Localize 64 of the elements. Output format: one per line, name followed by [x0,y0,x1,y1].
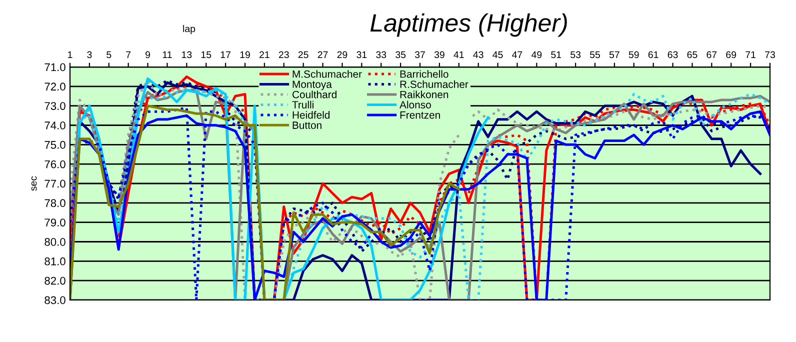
y-tick-label: 82.0 [44,276,66,285]
x-tick-label: 65 [687,51,698,58]
x-axis-title: lap [183,25,196,34]
legend-label: Trulli [292,100,314,108]
x-tick-label: 5 [106,51,112,58]
y-tick-label: 81.0 [44,257,66,266]
x-tick-label: 29 [337,51,348,58]
x-tick-label: 15 [201,51,212,58]
x-tick-label: 69 [726,51,736,58]
x-tick-label: 51 [551,51,562,58]
legend-label: Raikkonen [400,90,448,98]
y-tick-label: 80.0 [44,238,66,246]
x-tick-label: 67 [706,51,717,58]
x-tick-label: 63 [668,51,678,58]
x-tick-label: 31 [356,51,367,58]
y-axis-title: sec [31,176,37,191]
x-tick-label: 19 [240,51,250,58]
x-tick-label: 11 [162,51,172,58]
y-tick-label: 79.0 [44,218,66,226]
x-tick-label: 49 [531,51,542,58]
x-tick-label: 25 [298,51,308,58]
x-tick-label: 43 [473,51,484,58]
x-tick-label: 23 [278,51,289,58]
legend-label: M.Schumacher [292,70,362,78]
legend-label: Frentzen [400,111,440,119]
legend-label: Button [292,122,322,129]
x-tick-label: 37 [414,51,425,58]
x-tick-label: 45 [492,51,503,58]
x-tick-label: 57 [609,51,620,58]
x-tick-label: 35 [396,51,406,58]
y-tick-label: 71.0 [44,63,66,72]
x-tick-label: 61 [648,51,658,58]
x-tick-label: 55 [590,51,600,58]
x-tick-label: 33 [376,51,386,58]
y-tick-label: 73.0 [44,102,66,110]
y-tick-label: 78.0 [44,199,66,208]
x-tick-label: 73 [765,51,775,58]
chart-title: Laptimes (Higher) [370,13,567,37]
y-tick-label: 75.0 [44,140,66,149]
x-tick-label: 7 [126,51,131,58]
x-tick-label: 9 [146,51,150,58]
x-tick-label: 21 [260,51,270,58]
legend-label: Montoya [292,80,332,90]
x-tick-label: 53 [570,51,581,58]
x-tick-label: 39 [434,51,444,58]
legend-label: Barrichello [400,70,448,78]
x-tick-label: 59 [628,51,639,58]
x-tick-label: 13 [182,51,192,58]
legend-label: Alonso [400,100,431,108]
y-tick-label: 76.0 [44,160,66,168]
x-tick-label: 71 [746,51,756,58]
legend-label: R.Schumacher [400,80,468,88]
x-tick-label: 47 [512,51,522,58]
x-tick-label: 27 [318,51,328,58]
y-tick-label: 74.0 [44,122,66,130]
x-tick-label: 17 [220,51,230,58]
legend-label: Coulthard [292,90,336,98]
y-tick-label: 72.0 [44,82,66,91]
x-tick-label: 41 [454,51,464,58]
legend-label: Heidfeld [292,111,330,119]
y-tick-label: 77.0 [44,180,66,188]
x-tick-label: 3 [87,51,92,58]
y-tick-label: 83.0 [44,296,66,304]
x-tick-label: 1 [68,51,72,58]
